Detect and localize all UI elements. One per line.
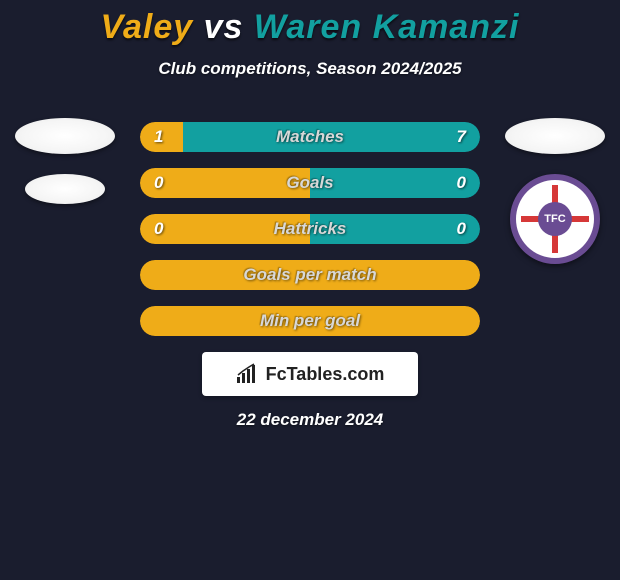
branding-badge: FcTables.com: [202, 352, 418, 396]
subtitle: Club competitions, Season 2024/2025: [0, 59, 620, 79]
stat-value-right: 0: [457, 214, 466, 244]
right-club-logos: TFC: [500, 118, 610, 264]
branding-text: FcTables.com: [266, 364, 385, 385]
club-logo-placeholder: [505, 118, 605, 154]
stat-row: Matches17: [140, 122, 480, 152]
stat-row: Hattricks00: [140, 214, 480, 244]
stat-value-left: 1: [154, 122, 163, 152]
comparison-title: Valey vs Waren Kamanzi: [0, 0, 620, 47]
stat-row: Min per goal: [140, 306, 480, 336]
stat-row: Goals00: [140, 168, 480, 198]
date-text: 22 december 2024: [0, 410, 620, 430]
stat-row: Goals per match: [140, 260, 480, 290]
club-logo-placeholder: [15, 118, 115, 154]
player-left-name: Valey: [101, 8, 194, 46]
left-club-logos: [10, 118, 120, 224]
stat-value-right: 0: [457, 168, 466, 198]
club-badge: TFC: [510, 174, 600, 264]
stat-rows: Matches17Goals00Hattricks00Goals per mat…: [140, 122, 480, 352]
stat-value-right: 7: [457, 122, 466, 152]
stat-value-left: 0: [154, 168, 163, 198]
club-logo-placeholder: [25, 174, 105, 204]
stat-value-left: 0: [154, 214, 163, 244]
vs-text: vs: [204, 8, 244, 46]
chart-icon: [236, 363, 260, 385]
player-right-name: Waren Kamanzi: [254, 8, 520, 46]
